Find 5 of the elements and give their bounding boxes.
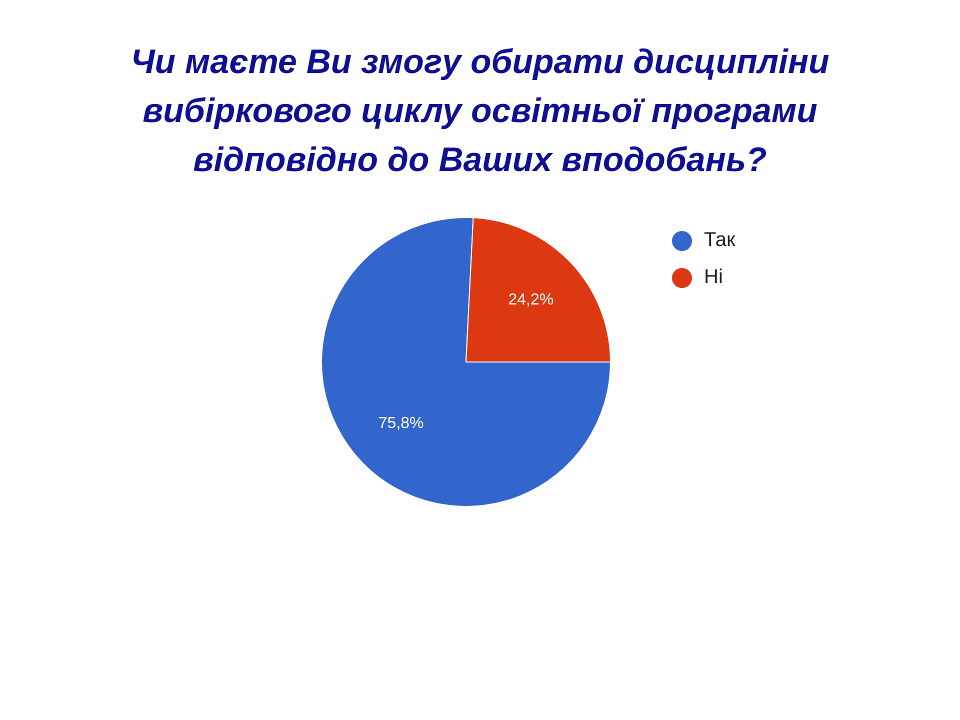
data-label: 24,2% [508, 292, 554, 309]
legend-label: Так [704, 229, 736, 252]
chart-title: Чи маєте Ви змогу обирати дисципліни вибіркового циклу освітньої програми відповідно до Ваших вподобань? [130, 42, 830, 181]
legend-label: Ні [704, 266, 723, 289]
data-label: 75,8% [378, 415, 424, 432]
